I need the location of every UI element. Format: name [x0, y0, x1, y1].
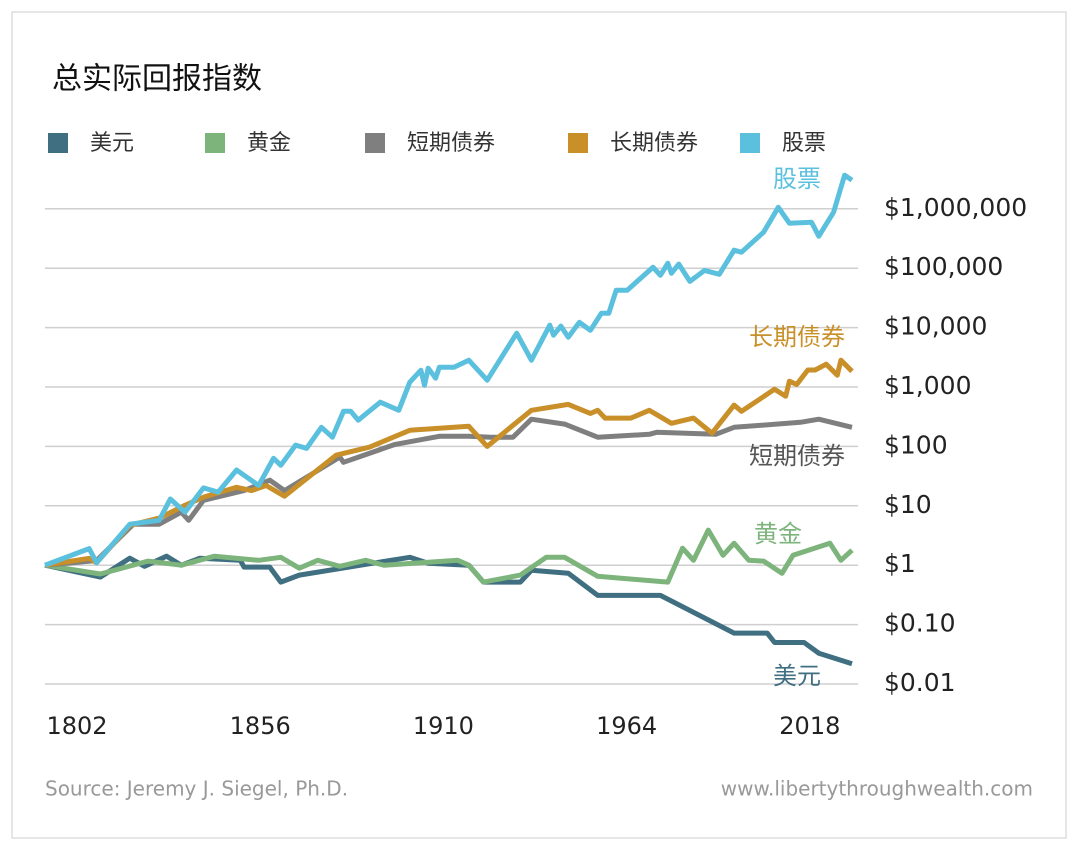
y-tick-label: $0.10 [884, 609, 956, 638]
legend-swatch [48, 133, 68, 153]
series-end-label: 短期债券 [749, 442, 845, 470]
website: www.libertythroughwealth.com [721, 777, 1033, 801]
y-tick-label: $1 [884, 549, 916, 578]
legend-swatch [205, 133, 225, 153]
series-end-label: 黄金 [754, 520, 802, 548]
series-line [44, 357, 854, 568]
legend-swatch [568, 133, 588, 153]
series-line [44, 416, 853, 568]
x-tick-label: 1856 [230, 712, 291, 740]
x-tick-label: 1964 [596, 712, 657, 740]
legend-swatch [365, 133, 385, 153]
series-end-label: 美元 [773, 662, 821, 690]
legend-label: 长期债券 [610, 131, 698, 156]
y-tick-label: $10,000 [884, 312, 987, 341]
y-tick-label: $1,000 [884, 371, 971, 400]
series-end-label: 长期债券 [749, 323, 845, 351]
legend-label: 黄金 [247, 131, 291, 156]
legend-label: 短期债券 [407, 131, 495, 156]
series-line [44, 527, 854, 585]
x-tick-label: 2018 [779, 712, 840, 740]
series-line [44, 172, 854, 568]
x-tick-label: 1910 [413, 712, 474, 740]
y-tick-label: $100 [884, 430, 948, 459]
y-tick-label: $100,000 [884, 252, 1003, 281]
chart-title: 总实际回报指数 [52, 62, 262, 97]
legend-label: 股票 [782, 131, 826, 156]
legend-swatch [740, 133, 760, 153]
legend-label: 美元 [90, 131, 134, 156]
y-tick-label: $10 [884, 490, 932, 519]
y-tick-label: $0.01 [884, 668, 956, 697]
frame [11, 11, 1067, 839]
y-tick-label: $1,000,000 [884, 193, 1027, 222]
series-end-label: 股票 [773, 165, 821, 193]
source: Source: Jeremy J. Siegel, Ph.D. [45, 777, 348, 801]
x-tick-label: 1802 [46, 712, 107, 740]
